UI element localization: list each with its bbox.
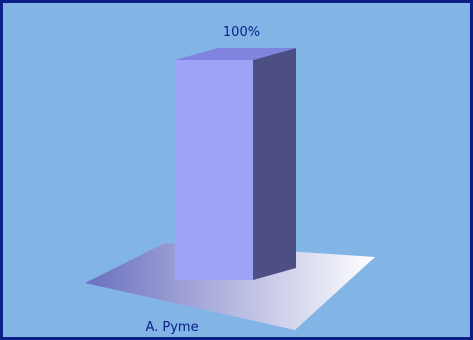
chart-floor — [85, 243, 375, 330]
bar-group — [175, 48, 296, 280]
bar-data-label: 100% — [223, 25, 260, 40]
bar-side-face — [253, 48, 296, 280]
bar-top-face — [175, 48, 296, 60]
bar-chart: 100% A. Pyme — [85, 25, 375, 335]
category-label: A. Pyme — [145, 320, 198, 335]
bar-front-face — [175, 60, 253, 280]
